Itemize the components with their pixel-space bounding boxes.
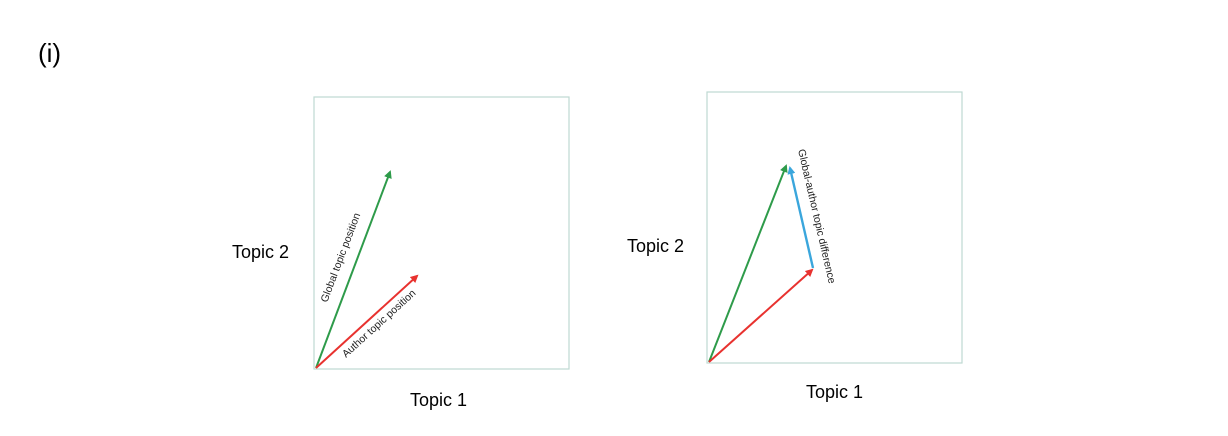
right-difference-vector xyxy=(787,166,815,269)
left-global-vector xyxy=(315,170,392,369)
right-diagram: Global-author topic difference xyxy=(706,91,963,364)
left-plot-frame xyxy=(313,96,570,370)
panel-label: (i) xyxy=(38,38,62,68)
left-author-vector-label: Author topic position xyxy=(340,287,419,360)
right-author-vector xyxy=(708,268,814,363)
right-y-axis-label: Topic 2 xyxy=(627,236,685,256)
right-x-axis-label: Topic 1 xyxy=(806,382,864,402)
left-y-axis-label: Topic 2 xyxy=(232,242,290,262)
right-plot-frame xyxy=(706,91,963,364)
left-diagram: Global topic position Author topic posit… xyxy=(313,96,570,370)
right-global-vector xyxy=(708,164,788,363)
left-author-vector xyxy=(315,274,419,369)
left-global-vector-label: Global topic position xyxy=(319,211,364,304)
left-x-axis-label: Topic 1 xyxy=(410,390,468,410)
